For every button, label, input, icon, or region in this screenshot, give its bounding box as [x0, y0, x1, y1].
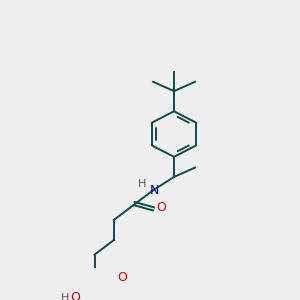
Text: O: O	[157, 201, 166, 214]
Text: H: H	[137, 179, 146, 189]
Text: N: N	[150, 184, 159, 197]
Text: O: O	[118, 271, 127, 284]
Text: O: O	[70, 291, 80, 300]
Text: H: H	[61, 292, 70, 300]
